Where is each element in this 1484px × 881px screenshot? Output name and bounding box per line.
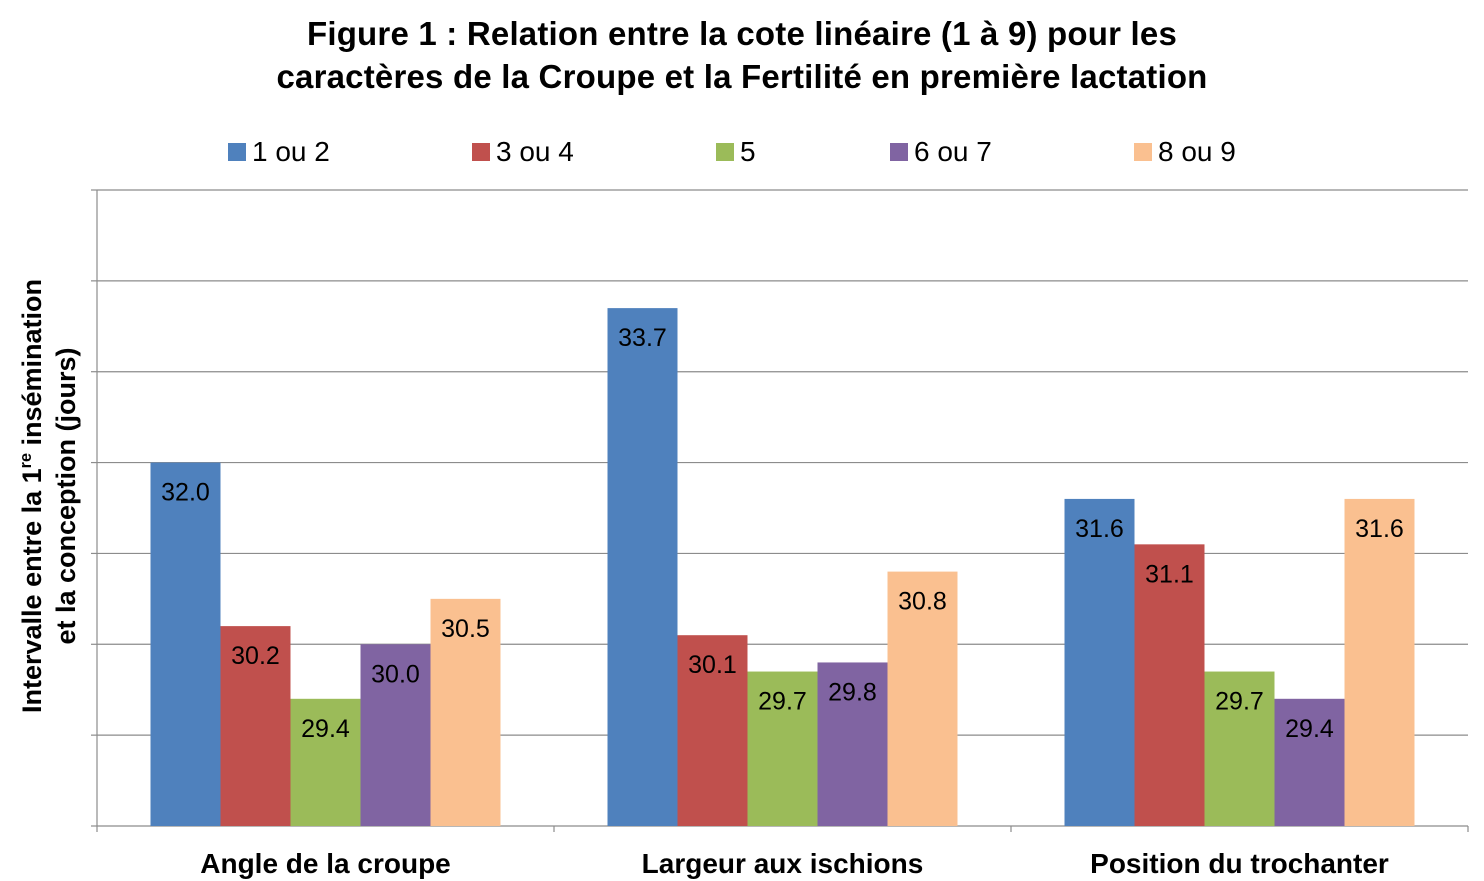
legend-item-8-ou-9: 8 ou 9 xyxy=(1134,136,1236,168)
legend-item-5: 5 xyxy=(716,136,756,168)
chart-title: Figure 1 : Relation entre la cote linéai… xyxy=(0,12,1484,98)
bar xyxy=(607,308,678,827)
bar xyxy=(887,571,958,826)
data-label: 30.5 xyxy=(441,615,490,643)
bar xyxy=(1204,671,1275,826)
legend-swatch-3-ou-4 xyxy=(472,143,490,161)
x-tick-label: Largeur aux ischions xyxy=(642,848,924,879)
legend-label-5: 5 xyxy=(740,136,756,167)
bar xyxy=(150,462,221,826)
data-label: 30.2 xyxy=(231,642,280,670)
legend-swatch-8-ou-9 xyxy=(1134,143,1152,161)
legend-label-1-ou-2: 1 ou 2 xyxy=(252,136,330,167)
legend-label-3-ou-4: 3 ou 4 xyxy=(496,136,574,167)
legend-item-6-ou-7: 6 ou 7 xyxy=(890,136,992,168)
legend-item-1-ou-2: 1 ou 2 xyxy=(228,136,330,168)
legend-label-6-ou-7: 6 ou 7 xyxy=(914,136,992,167)
legend-swatch-6-ou-7 xyxy=(890,143,908,161)
bar xyxy=(677,635,748,826)
bar xyxy=(747,671,818,826)
chart-title-line2: caractères de la Croupe et la Fertilité … xyxy=(276,58,1208,95)
bar xyxy=(290,698,361,826)
legend-swatch-5 xyxy=(716,143,734,161)
data-label: 29.7 xyxy=(758,688,807,716)
data-label: 31.6 xyxy=(1355,515,1404,543)
chart-title-line1: Figure 1 : Relation entre la cote linéai… xyxy=(306,15,1178,52)
bar xyxy=(1064,498,1135,826)
data-label: 30.1 xyxy=(688,651,737,679)
bar xyxy=(430,598,501,826)
x-tick-label: Position du trochanter xyxy=(1090,848,1389,879)
x-tick-label: Angle de la croupe xyxy=(200,848,451,879)
data-label: 32.0 xyxy=(161,479,210,507)
legend-swatch-1-ou-2 xyxy=(228,143,246,161)
bar xyxy=(360,644,431,826)
data-label: 30.0 xyxy=(371,660,420,688)
data-label: 29.7 xyxy=(1215,688,1264,716)
data-label: 31.6 xyxy=(1075,515,1124,543)
data-label: 29.8 xyxy=(828,678,877,706)
bar xyxy=(1344,498,1415,826)
data-label: 31.1 xyxy=(1145,560,1194,588)
bar xyxy=(220,626,291,826)
data-label: 29.4 xyxy=(301,715,350,743)
bar xyxy=(817,662,888,826)
bar xyxy=(1134,544,1205,826)
data-label: 29.4 xyxy=(1285,715,1334,743)
data-label: 33.7 xyxy=(618,324,667,352)
legend-item-3-ou-4: 3 ou 4 xyxy=(472,136,574,168)
data-label: 30.8 xyxy=(898,588,947,616)
legend-label-8-ou-9: 8 ou 9 xyxy=(1158,136,1236,167)
bar xyxy=(1274,698,1345,826)
